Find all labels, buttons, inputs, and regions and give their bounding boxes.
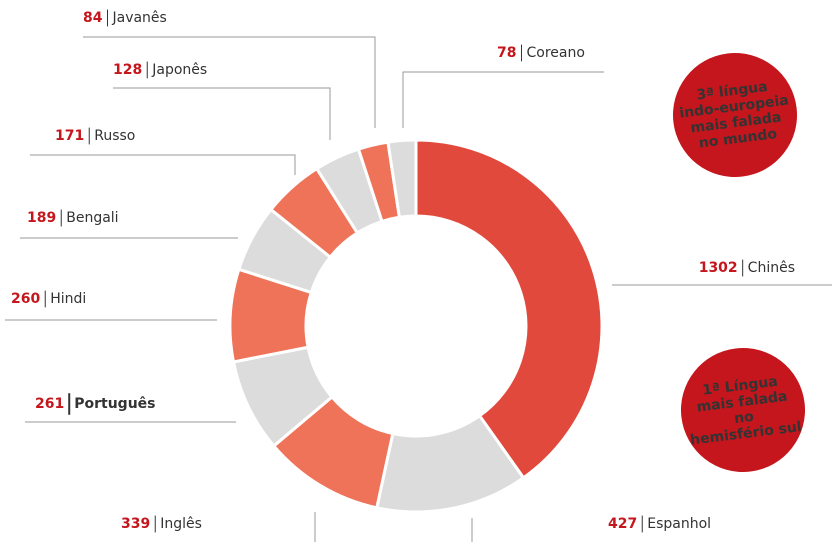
- slice-label: 1302 Chinês: [699, 259, 795, 277]
- category-label: Javanês: [111, 10, 166, 26]
- leader-lines: [5, 36, 832, 542]
- slice-label: 171 Russo: [55, 127, 135, 145]
- value-label: 339: [121, 516, 150, 532]
- callout-circle: [681, 348, 805, 472]
- category-label: Português: [74, 396, 155, 412]
- value-label: 78: [497, 45, 516, 61]
- slice-label: 339 Inglês: [121, 515, 202, 533]
- slice-label: 260 Hindi: [11, 290, 86, 308]
- slice-label: 261 Português: [35, 393, 156, 415]
- value-label: 189: [27, 210, 56, 226]
- category-label: Espanhol: [647, 516, 711, 532]
- slice-label: 78 Coreano: [497, 44, 585, 62]
- slice-label: 84 Javanês: [83, 9, 167, 27]
- value-label: 128: [113, 62, 142, 78]
- value-label: 171: [55, 128, 84, 144]
- callout-text: no: [733, 409, 755, 427]
- category-label: Inglês: [160, 516, 202, 532]
- donut-slice: [414, 138, 604, 480]
- slice-label: 189 Bengali: [27, 209, 119, 227]
- slice-label: 128 Japonês: [113, 61, 207, 79]
- category-label: Chinês: [748, 260, 795, 276]
- value-label: 260: [11, 291, 40, 307]
- value-label: 84: [83, 10, 103, 26]
- value-label: 427: [608, 516, 637, 532]
- leader-line: [113, 87, 331, 140]
- category-label: Hindi: [50, 291, 86, 307]
- leader-line: [30, 154, 296, 175]
- callout-circle: [673, 53, 797, 177]
- leader-line: [402, 71, 604, 128]
- category-label: Russo: [94, 128, 135, 144]
- category-label: Japonês: [151, 62, 207, 78]
- leader-line: [83, 36, 376, 128]
- donut-slice: [386, 138, 418, 219]
- category-label: Bengali: [66, 210, 118, 226]
- category-label: Coreano: [526, 45, 584, 61]
- slice-label: 427 Espanhol: [608, 515, 711, 533]
- value-label: 261: [35, 396, 64, 412]
- value-label: 1302: [699, 260, 738, 276]
